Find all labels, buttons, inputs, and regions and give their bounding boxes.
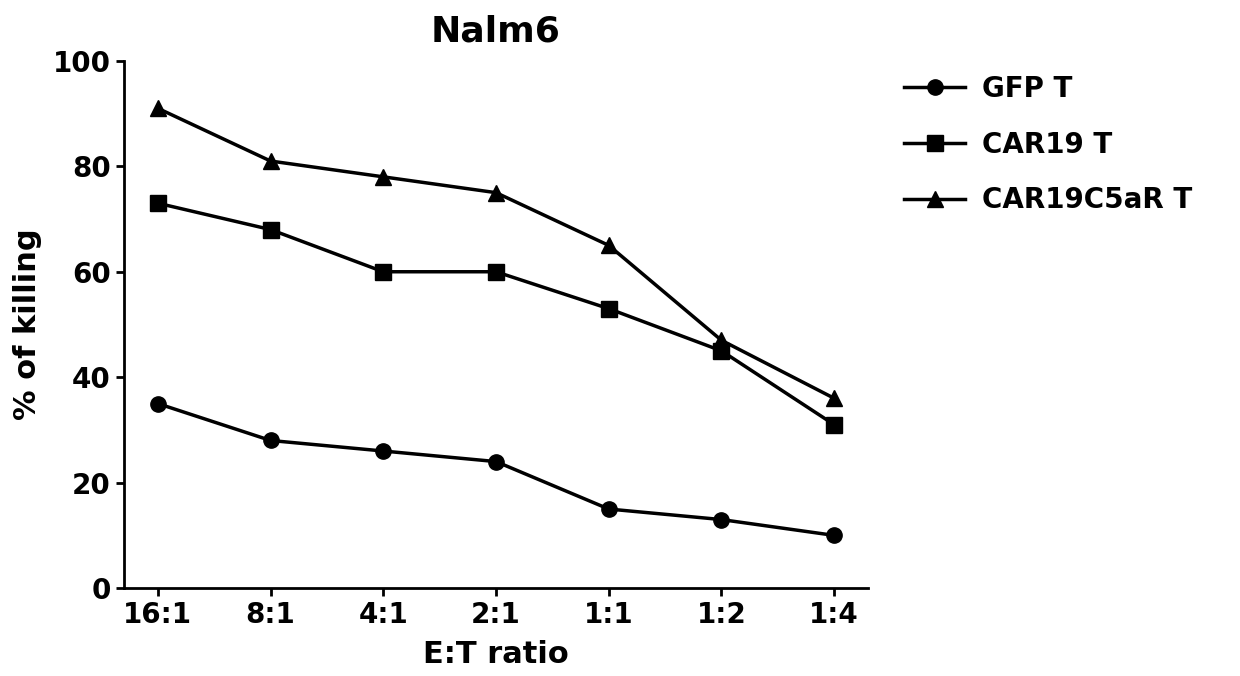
- Line: CAR19 T: CAR19 T: [150, 195, 842, 433]
- CAR19C5aR T: [376, 173, 391, 181]
- CAR19C5aR T: [827, 394, 842, 402]
- CAR19 T: [150, 199, 165, 208]
- Line: GFP T: GFP T: [150, 396, 842, 543]
- CAR19C5aR T: [263, 157, 278, 165]
- Y-axis label: % of killing: % of killing: [12, 228, 42, 420]
- Line: CAR19C5aR T: CAR19C5aR T: [150, 100, 842, 407]
- CAR19C5aR T: [489, 189, 503, 197]
- GFP T: [263, 437, 278, 445]
- GFP T: [150, 400, 165, 408]
- Legend: GFP T, CAR19 T, CAR19C5aR T: GFP T, CAR19 T, CAR19C5aR T: [904, 75, 1192, 214]
- X-axis label: E:T ratio: E:T ratio: [423, 640, 569, 669]
- CAR19 T: [714, 347, 729, 355]
- CAR19 T: [263, 226, 278, 234]
- GFP T: [827, 531, 842, 539]
- GFP T: [601, 505, 616, 513]
- CAR19 T: [601, 305, 616, 313]
- CAR19C5aR T: [150, 104, 165, 112]
- CAR19 T: [827, 420, 842, 429]
- GFP T: [714, 516, 729, 524]
- CAR19 T: [489, 268, 503, 276]
- CAR19C5aR T: [714, 336, 729, 344]
- CAR19C5aR T: [601, 241, 616, 249]
- CAR19 T: [376, 268, 391, 276]
- Title: Nalm6: Nalm6: [432, 14, 560, 49]
- GFP T: [376, 447, 391, 455]
- GFP T: [489, 458, 503, 466]
